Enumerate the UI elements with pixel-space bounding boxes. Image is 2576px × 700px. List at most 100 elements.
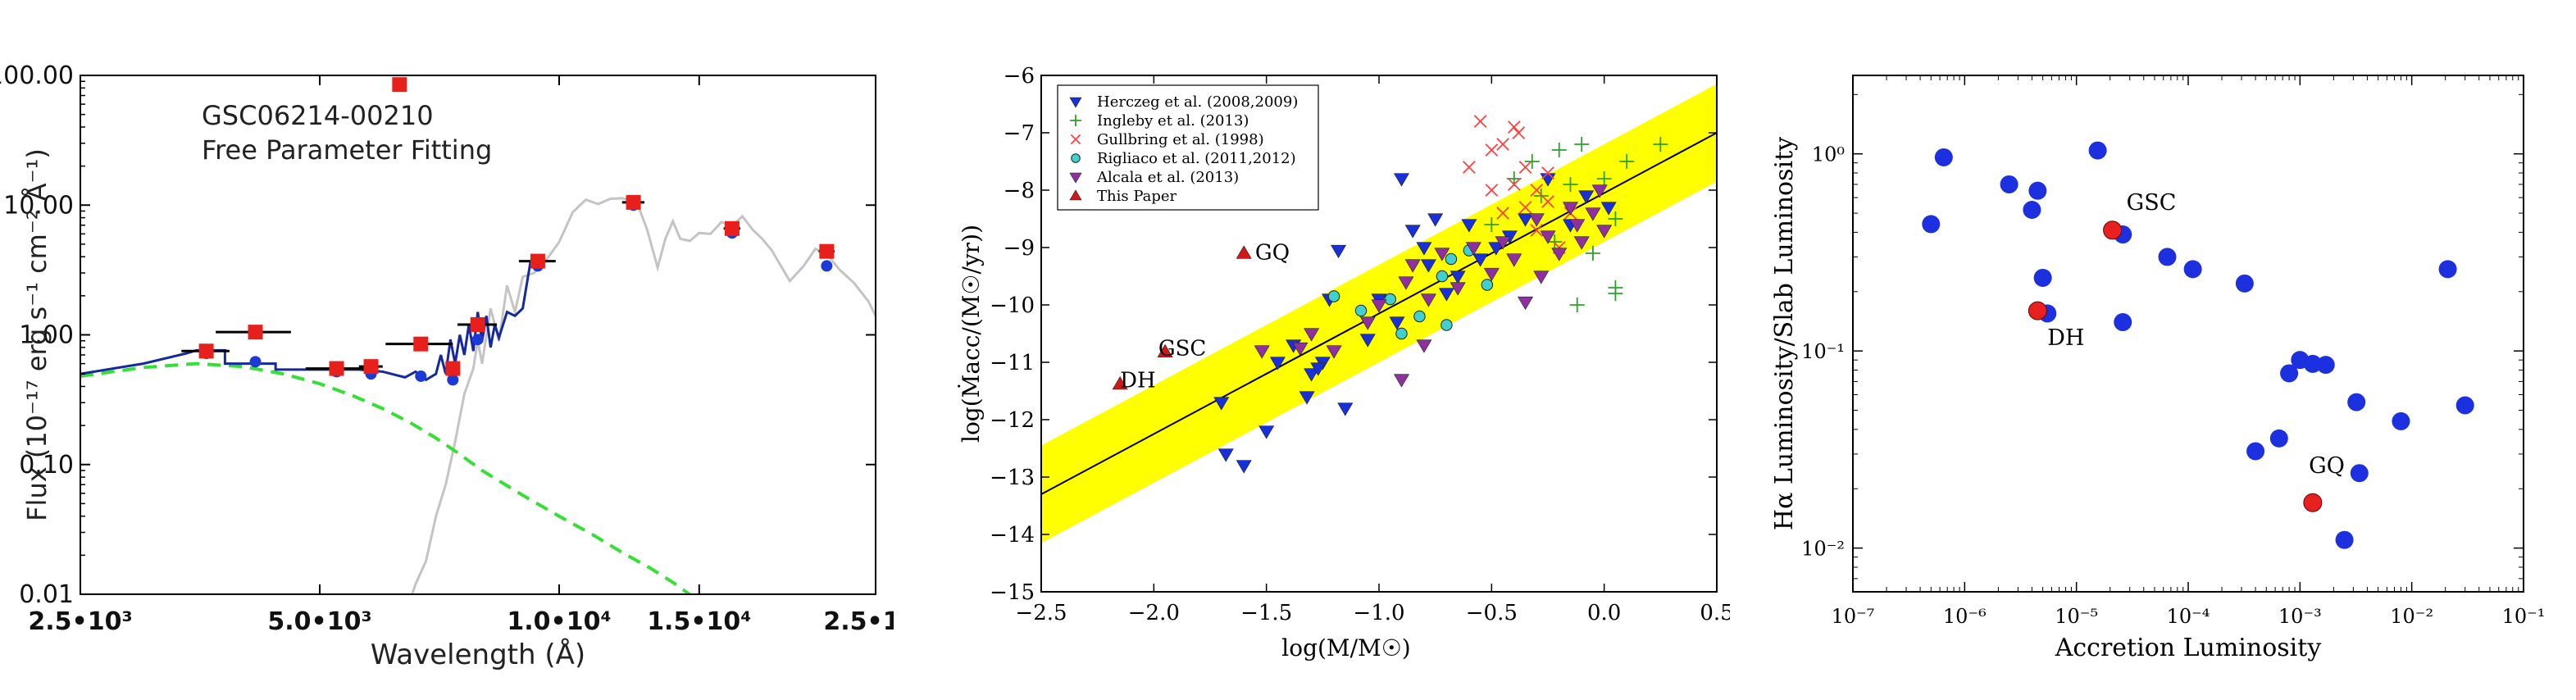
annotation-dh: DH — [2047, 325, 2084, 351]
sample-point-7 — [2088, 141, 2107, 160]
legend-marker-0 — [1069, 97, 1082, 108]
series-0-point-22 — [1472, 253, 1489, 267]
series-2-point-6 — [1463, 161, 1476, 174]
series-4-point-15 — [1495, 236, 1511, 250]
model-point-5 — [447, 374, 459, 386]
sample-point-1 — [1934, 148, 1953, 166]
observed-point-11 — [819, 243, 835, 259]
highlight-point-1 — [2103, 220, 2123, 240]
fit-line — [1041, 132, 1717, 495]
series-5-point-2 — [1112, 376, 1128, 390]
halpha-tick-label-x-1: 10⁻⁶ — [1943, 605, 1987, 628]
halpha-tick-label-x-6: 10⁻¹ — [2502, 605, 2546, 628]
series-2-point-15 — [1541, 166, 1554, 180]
annotation-gq: GQ — [1255, 241, 1290, 266]
annotation-gsc: GSC — [2127, 190, 2177, 216]
series-2-point-16 — [1512, 126, 1526, 139]
sed-x-axis-label: Wavelength (Å) — [371, 638, 585, 671]
spectrum-line — [410, 197, 876, 594]
sample-point-18 — [2316, 356, 2335, 375]
halpha-tick-label-x-0: 10⁻⁷ — [1832, 605, 1875, 628]
series-3-point-5 — [1436, 270, 1449, 283]
halpha-tick-label-y-1: 10⁻¹ — [1801, 340, 1845, 363]
halpha-tick-label-x-5: 10⁻² — [2390, 605, 2433, 628]
mass-tick-label-x-1: −2.0 — [1128, 601, 1180, 625]
series-0-point-21 — [1461, 219, 1477, 233]
legend-marker-2 — [1070, 134, 1081, 145]
model-point-10 — [821, 260, 833, 272]
series-1-point-12 — [1524, 154, 1540, 169]
series-3-point-1 — [1354, 304, 1368, 317]
sed-tick-label-x-1: 5.0•10³ — [267, 607, 371, 636]
legend-label-5: This Paper — [1097, 188, 1177, 205]
series-3-point-6 — [1440, 319, 1453, 331]
series-0-point-7 — [1304, 368, 1320, 382]
series-4-point-21 — [1551, 248, 1568, 261]
mass-tick-label-x-4: −0.5 — [1466, 601, 1518, 625]
series-1-point-15 — [1608, 280, 1623, 295]
sed-tick-label-x-3: 1.5•10⁴ — [647, 607, 751, 636]
series-4-point-24 — [1573, 236, 1590, 250]
series-4-point-12 — [1450, 282, 1466, 296]
highlight-point-2 — [2303, 493, 2323, 512]
sample-point-11 — [2183, 260, 2202, 279]
series-3-point-3 — [1395, 327, 1408, 340]
sample-point-8 — [2114, 313, 2132, 332]
sed-tick-label-y-2: 1.00 — [19, 321, 74, 350]
series-4-point-10 — [1420, 293, 1436, 307]
sample-point-10 — [2158, 248, 2177, 266]
series-4-point-7 — [1398, 276, 1414, 290]
halpha-y-axis-label: Hα Luminosity/Slab Luminosity — [1770, 137, 1799, 530]
halpha-luminosity-chart: GSC DH GQ 10⁻⁷ 10⁻⁶ 10⁻⁵ 10⁻⁴ 10⁻³ 10⁻² 10⁻¹ 10⁰ 10… — [1770, 75, 2546, 662]
series-4-point-6 — [1393, 374, 1409, 388]
sample-point-23 — [2438, 260, 2457, 279]
series-2-point-0 — [1473, 115, 1487, 128]
mass-tick-label-y-8: −14 — [990, 523, 1035, 548]
series-0-point-16 — [1416, 242, 1432, 256]
series-2-point-7 — [1507, 178, 1521, 191]
sed-tick-label-x-2: 1.0•10⁴ — [507, 607, 611, 636]
series-0-point-23 — [1488, 242, 1504, 256]
legend-marker-5 — [1069, 189, 1082, 201]
halpha-tick-label-x-2: 10⁻⁵ — [2055, 605, 2098, 628]
series-4-point-2 — [1304, 328, 1320, 342]
series-1-point-1 — [1574, 137, 1590, 152]
sed-chart: 100.00 10.00 1.00 0.10 0.012.5•10³ 5.0•10³ 1.0… — [0, 61, 894, 671]
series-5-point-0 — [1236, 245, 1252, 259]
sample-point-3 — [2023, 200, 2041, 219]
series-4-point-9 — [1416, 339, 1432, 353]
legend-marker-3 — [1071, 153, 1081, 163]
legend-label-1: Ingleby et al. (2013) — [1097, 112, 1249, 130]
mass-x-axis-label: log(M/M☉) — [1281, 634, 1410, 661]
legend-marker-4 — [1069, 172, 1082, 184]
series-3-point-4 — [1413, 310, 1426, 323]
series-4-point-4 — [1359, 316, 1376, 330]
sample-point-0 — [1922, 215, 1941, 234]
series-2-point-13 — [1485, 184, 1499, 197]
series-2-point-10 — [1530, 224, 1544, 237]
series-4-point-23 — [1569, 219, 1586, 233]
series-0-point-15 — [1404, 225, 1421, 239]
observed-point-9 — [626, 194, 641, 210]
series-4-point-17 — [1518, 296, 1534, 311]
observed-point-8 — [530, 253, 545, 269]
series-0-point-25 — [1518, 213, 1534, 227]
mass-legend: Herczeg et al. (2008,2009)Ingleby et al.… — [1057, 84, 1319, 211]
halpha-x-axis-label: Accretion Luminosity — [2055, 634, 2322, 662]
model-point-4 — [415, 370, 427, 382]
halpha-tick-label-x-4: 10⁻³ — [2278, 605, 2322, 628]
sample-point-24 — [2455, 396, 2474, 415]
observed-point-0 — [198, 343, 214, 359]
series-4-point-19 — [1533, 270, 1550, 284]
sed-y-axis-label: Flux (10⁻¹⁷ erg s⁻¹ cm⁻² Å⁻¹) — [21, 148, 52, 521]
series-3-point-9 — [1481, 279, 1494, 291]
series-4-point-25 — [1585, 207, 1601, 221]
blackbody-line — [80, 361, 693, 594]
series-0-point-10 — [1331, 244, 1347, 259]
series-0-point-3 — [1258, 425, 1275, 439]
series-1-point-2 — [1596, 171, 1612, 186]
legend-marker-1 — [1070, 115, 1081, 126]
series-0-point-6 — [1299, 391, 1315, 405]
sample-point-5 — [2033, 268, 2052, 287]
series-0-point-4 — [1269, 357, 1286, 370]
